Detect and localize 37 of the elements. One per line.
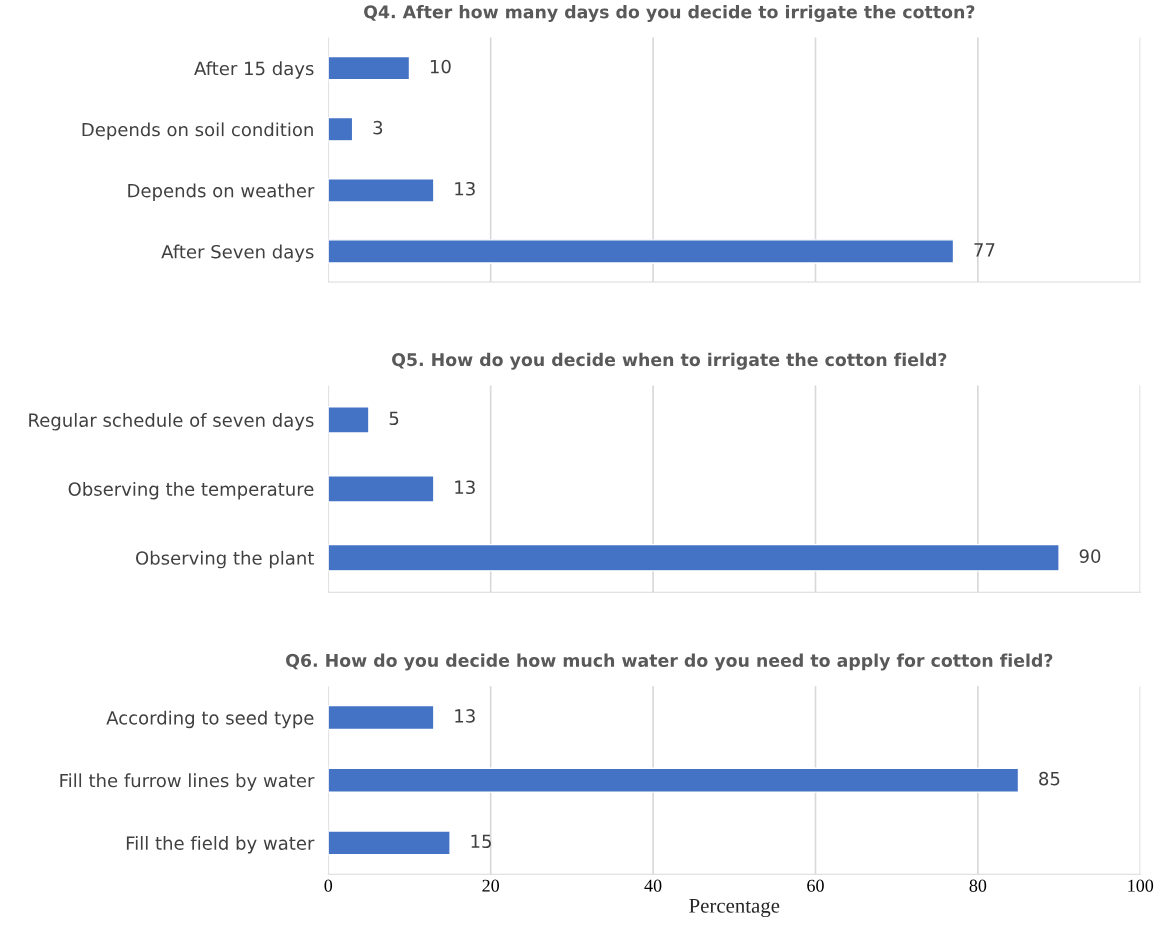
data-label: 10 [430,59,451,74]
x-tick-label: 40 [644,879,662,892]
y-tick-label: Observing the plant [136,550,314,569]
data-label: 90 [1079,549,1101,563]
y-tick-label: Depends on soil condition [82,122,313,140]
y-tick-label: Observing the temperature [68,481,314,500]
bar [328,704,435,731]
y-tick-label: After Seven days [161,244,314,263]
y-tick-label: Fill the furrow lines by water [60,773,315,791]
x-tick-label: 0 [324,879,333,892]
data-label: 13 [455,181,475,196]
chart-title: Q4. After how many days do you decide to irrigate the cotton? [364,4,975,22]
x-axis-title: Percentage [689,898,780,918]
y-tick-label: According to seed type [106,710,314,729]
y-tick-label: Regular schedule of seven days [29,413,314,431]
y-tick-label: Fill the field by water [126,836,315,854]
chart-title: Q6. How do you decide how much water do you need to apply for cotton field? [286,653,1053,671]
bar [328,116,354,142]
data-label: 77 [974,243,995,257]
bar [328,830,451,856]
x-tick-label: 80 [969,879,987,892]
data-label: 13 [455,709,475,723]
bar [328,239,955,264]
data-label: 3 [373,120,383,135]
data-label: 85 [1039,771,1060,786]
x-tick-label: 20 [482,879,500,892]
y-tick-label: Depends on weather [128,183,315,201]
data-label: 5 [389,411,399,426]
bar [328,55,411,81]
y-tick-label: After 15 days [194,61,314,79]
bar [328,767,1020,793]
x-tick-label: 100 [1128,879,1154,892]
bar [328,178,435,203]
x-tick-label: 60 [807,879,824,892]
data-label: 15 [471,834,491,849]
chart-title: Q5. How do you decide when to irrigate the cotton field? [392,352,947,370]
data-label: 13 [455,480,475,495]
